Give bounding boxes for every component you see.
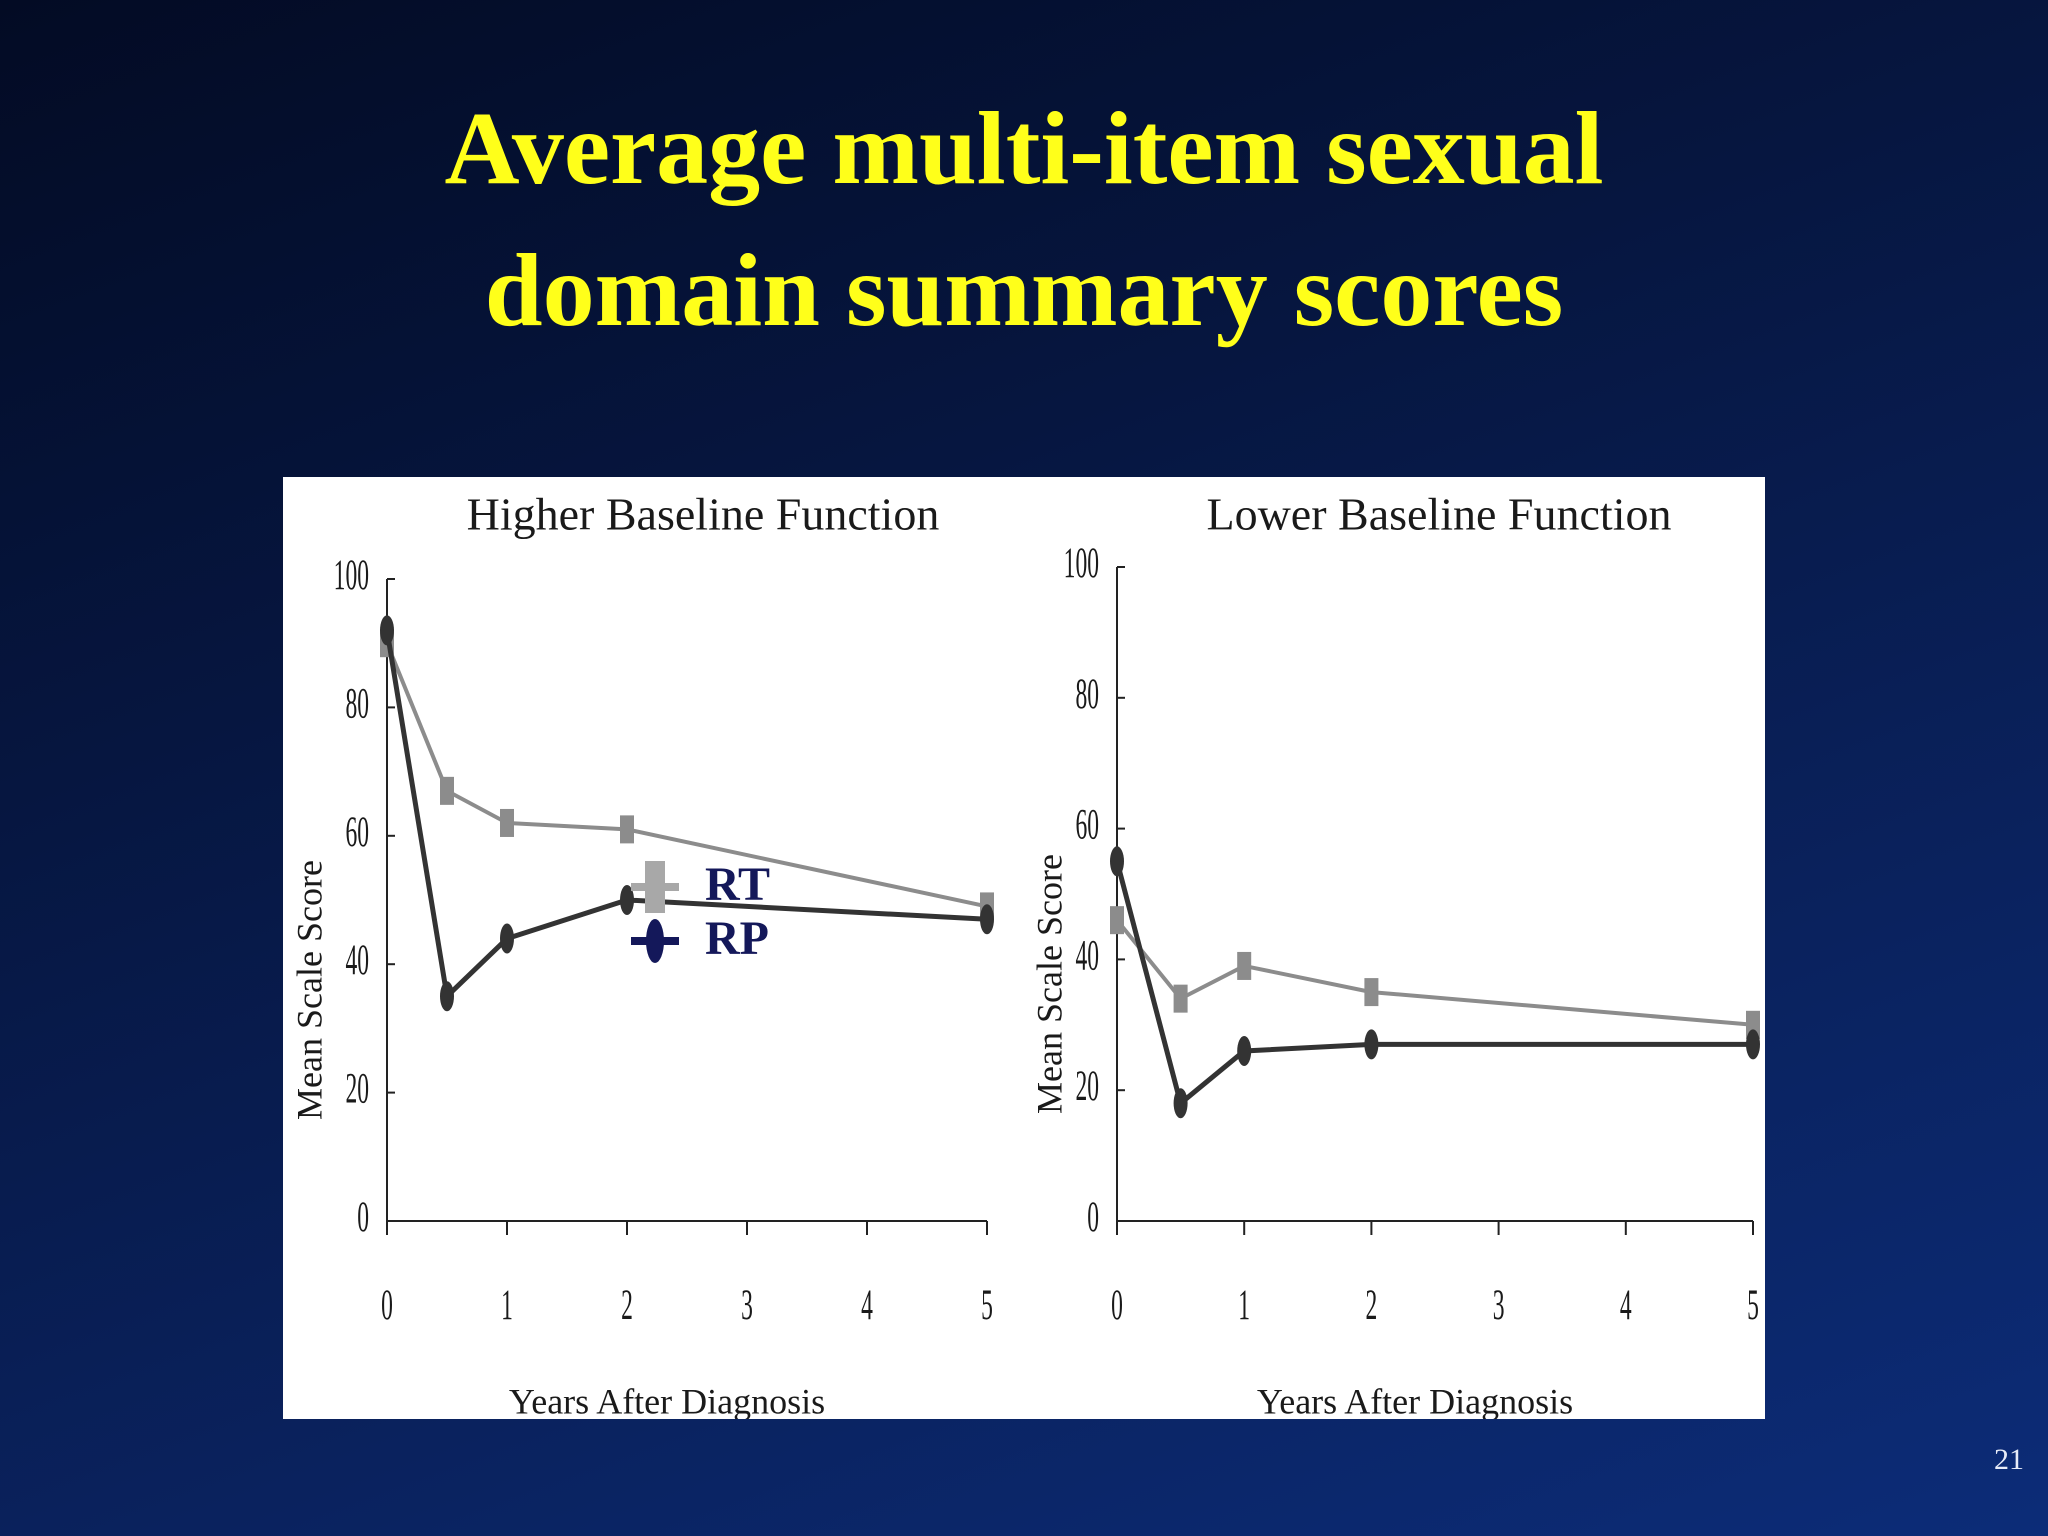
chart-lower-baseline: Lower Baseline Function 0 20 40 60 80 100 0 1 2 3 4… (1029, 489, 1760, 1419)
y-tick-label: 0 (1087, 1192, 1099, 1241)
data-point-rt (620, 815, 634, 844)
y-tick-label: 20 (1075, 1062, 1099, 1111)
y-tick-label: 40 (345, 936, 369, 985)
y-axis-label: Mean Scale Score (289, 860, 329, 1120)
data-point-rp (1746, 1029, 1760, 1060)
y-tick-label: 40 (1075, 931, 1099, 980)
chart-title: Lower Baseline Function (1206, 489, 1671, 540)
data-point-rt (1364, 978, 1379, 1007)
chart-higher-baseline: Higher Baseline Function 0 20 40 60 80 100 0 1 2 3… (289, 489, 994, 1419)
y-axis-label: Mean Scale Score (1029, 854, 1069, 1114)
x-tick-label: 1 (1238, 1280, 1250, 1329)
data-point-rp (980, 904, 994, 935)
x-tick-label: 0 (1111, 1280, 1123, 1329)
data-point-rp (380, 615, 394, 646)
y-tick-label: 100 (1064, 538, 1099, 587)
data-point-rp (1237, 1035, 1252, 1066)
data-point-rt (440, 776, 454, 805)
data-point-rp (440, 981, 454, 1012)
x-tick-label: 2 (621, 1280, 633, 1329)
x-tick-label: 4 (1620, 1280, 1632, 1329)
legend-label-rt: RT (705, 858, 770, 911)
x-tick-label: 0 (381, 1280, 393, 1329)
data-point-rp (1110, 846, 1124, 877)
slide-title-line-2: domain summary scores (484, 233, 1564, 348)
slide-title: Average multi-item sexual domain summary… (0, 78, 2048, 362)
x-tick-label: 2 (1366, 1280, 1378, 1329)
legend-marker-rp-body (646, 919, 664, 963)
y-tick-label: 80 (345, 679, 369, 728)
data-point-rp (620, 885, 634, 915)
series-line-rp (384, 629, 988, 1002)
y-tick-label: 80 (1075, 669, 1099, 718)
x-tick-label: 4 (861, 1280, 873, 1329)
y-tick-label: 0 (357, 1192, 369, 1241)
x-tick-label: 5 (1747, 1280, 1759, 1329)
series-line-rt (1115, 918, 1754, 1027)
x-tick-label: 5 (981, 1280, 993, 1329)
data-point-rt (1173, 984, 1188, 1013)
y-tick-label: 60 (345, 807, 369, 856)
series-line-rt (385, 642, 988, 909)
x-tick-label: 1 (501, 1280, 513, 1329)
data-point-rp (500, 923, 514, 954)
data-point-rp (1173, 1088, 1188, 1119)
data-point-rt (1237, 951, 1252, 980)
x-tick-label: 3 (1493, 1280, 1505, 1329)
legend-label-rp: RP (705, 912, 769, 965)
data-point-rt (500, 808, 514, 837)
charts-panel: Higher Baseline Function 0 20 40 60 80 100 0 1 2 3… (283, 477, 1765, 1419)
y-tick-label: 100 (334, 550, 369, 599)
chart-title: Higher Baseline Function (467, 489, 940, 540)
legend-marker-rt-body (645, 861, 665, 913)
data-point-rp (1364, 1029, 1379, 1060)
page-number: 21 (1994, 1443, 2024, 1476)
y-tick-label: 60 (1075, 800, 1099, 849)
x-tick-label: 3 (741, 1280, 753, 1329)
data-point-rt (1110, 906, 1124, 935)
x-axis-label: Years After Diagnosis (509, 1381, 825, 1419)
x-axis-label: Years After Diagnosis (1257, 1381, 1573, 1419)
y-tick-label: 20 (345, 1064, 369, 1113)
slide-title-line-1: Average multi-item sexual (444, 91, 1604, 206)
